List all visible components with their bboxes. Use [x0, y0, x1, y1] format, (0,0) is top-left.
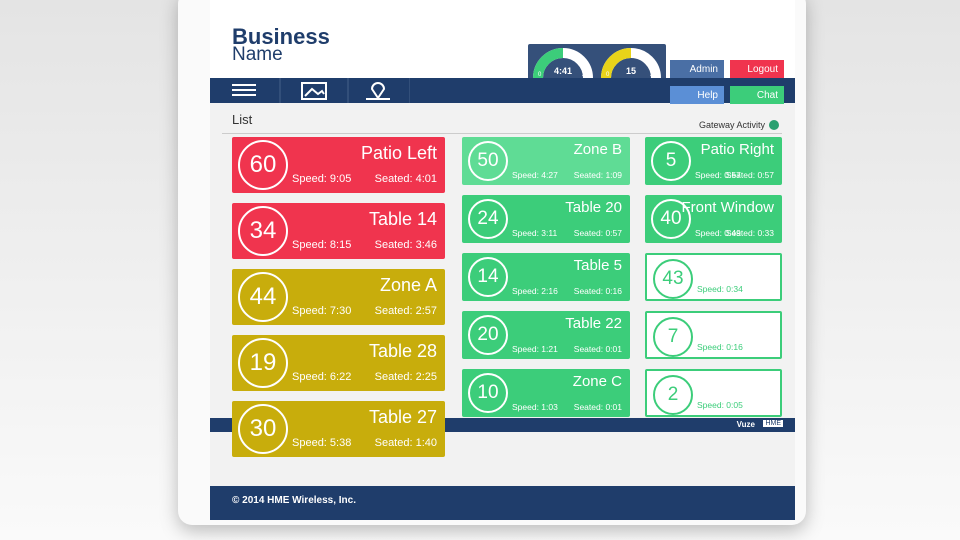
table-number: 60: [238, 140, 288, 190]
gauge-dial: [601, 48, 661, 79]
screen: Business Name 4:41020Today's Avg Speed15…: [210, 0, 795, 520]
table-card[interactable]: 7 Speed: 0:16: [645, 311, 782, 359]
table-name: Patio Left: [360, 143, 437, 163]
table-card[interactable]: 50 Zone B Speed: 4:27 Seated: 1:09: [462, 137, 630, 185]
table-card[interactable]: 19 Table 28 Speed: 6:22 Seated: 2:25: [232, 335, 445, 391]
table-card[interactable]: 34 Table 14 Speed: 8:15 Seated: 3:46: [232, 203, 445, 259]
speed: Speed: 4:27: [512, 170, 558, 180]
speed: Speed: 0:49: [695, 228, 741, 238]
nav-icons: [232, 78, 411, 103]
gauge-value: 15: [625, 66, 636, 76]
speed: Speed: 0:57: [695, 170, 741, 180]
footer: © 2014 HME Wireless, Inc.: [210, 486, 795, 520]
button[interactable]: Logout: [730, 60, 784, 78]
speed: Speed: 2:16: [512, 286, 558, 296]
seated: Seated: 3:46: [374, 239, 437, 251]
table-number: 50: [468, 141, 508, 181]
status-label: Gateway Activity: [698, 120, 765, 130]
seated: Seated: 0:57: [725, 170, 774, 180]
speed: Speed: 0:05: [697, 400, 743, 410]
seated: Seated: 1:09: [573, 170, 622, 180]
table-card[interactable]: 30 Table 27 Speed: 5:38 Seated: 1:40: [232, 401, 445, 457]
gauge-min: 0: [538, 72, 542, 78]
table-card[interactable]: 43 Speed: 0:34: [645, 253, 782, 301]
table-number: 34: [238, 206, 288, 256]
table-number: 19: [238, 338, 288, 388]
seated: Seated: 0:33: [725, 228, 774, 238]
table-name: Table 5: [573, 257, 622, 274]
seated: Seated: 1:40: [374, 437, 437, 449]
speed: Speed: 1:21: [512, 344, 558, 354]
brand-maker: HME: [763, 420, 783, 427]
status-dot: [769, 120, 779, 130]
seated: Seated: 0:01: [573, 402, 622, 412]
button[interactable]: Admin: [670, 60, 724, 78]
table-card[interactable]: 2 Speed: 0:05: [645, 369, 782, 417]
table-number: 10: [468, 373, 508, 413]
speed: Speed: 9:05: [292, 173, 352, 185]
table-number: 5: [651, 141, 691, 181]
table-card[interactable]: 60 Patio Left Speed: 9:05 Seated: 4:01: [232, 137, 445, 193]
speed: Speed: 6:22: [292, 371, 352, 383]
seated: Seated: 0:57: [573, 228, 622, 238]
speed: Speed: 0:34: [697, 284, 743, 294]
speed: Speed: 5:38: [292, 437, 352, 449]
table-name: Zone C: [572, 373, 622, 390]
table-number: 2: [653, 375, 693, 415]
table-number: 43: [653, 259, 693, 299]
table-name: Zone A: [379, 275, 437, 295]
business-subtitle: Name: [232, 44, 283, 65]
table-name: Front Window: [681, 199, 774, 216]
list-label: List: [232, 112, 253, 127]
table-name: Zone B: [573, 141, 622, 158]
table-card[interactable]: 10 Zone C Speed: 1:03 Seated: 0:01: [462, 369, 630, 417]
gauge-dial: [533, 48, 593, 79]
speed: Speed: 7:30: [292, 305, 352, 317]
seated: Seated: 4:01: [374, 173, 437, 185]
table-card[interactable]: 20 Table 22 Speed: 1:21 Seated: 0:01: [462, 311, 630, 359]
seated: Seated: 0:16: [573, 286, 622, 296]
table-number: 14: [468, 257, 508, 297]
button[interactable]: Chat: [730, 86, 784, 104]
gauge-value: 4:41: [553, 66, 572, 76]
speed: Speed: 0:16: [697, 342, 743, 352]
seated: Seated: 2:25: [374, 371, 437, 383]
table-number: 44: [238, 272, 288, 322]
table-name: Table 20: [565, 199, 622, 216]
button[interactable]: Help: [670, 86, 724, 104]
speed: Speed: 3:11: [512, 228, 558, 238]
table-number: 40: [651, 199, 691, 239]
speed: Speed: 1:03: [512, 402, 558, 412]
table-number: 7: [653, 317, 693, 357]
table-card[interactable]: 44 Zone A Speed: 7:30 Seated: 2:57: [232, 269, 445, 325]
footer-text: © 2014 HME Wireless, Inc.: [232, 495, 356, 506]
table-card[interactable]: 24 Table 20 Speed: 3:11 Seated: 0:57: [462, 195, 630, 243]
gauge-max: 20: [582, 72, 589, 78]
gauge-max: 20: [650, 72, 657, 78]
table-card[interactable]: 40 Front Window Speed: 0:49 Seated: 0:33: [645, 195, 782, 243]
gauge-min: 0: [606, 72, 610, 78]
business-title: Business: [232, 24, 330, 49]
table-card[interactable]: 14 Table 5 Speed: 2:16 Seated: 0:16: [462, 253, 630, 301]
table-card[interactable]: 5 Patio Right Speed: 0:57 Seated: 0:57: [645, 137, 782, 185]
brand-product: Vuze: [736, 420, 755, 429]
table-name: Table 28: [368, 341, 437, 361]
divider: [222, 133, 782, 134]
table-number: 30: [238, 404, 288, 454]
seated: Seated: 0:01: [573, 344, 622, 354]
table-number: 20: [468, 315, 508, 355]
table-name: Patio Right: [700, 141, 774, 158]
seated: Seated: 2:57: [374, 305, 437, 317]
table-name: Table 14: [368, 209, 437, 229]
table-name: Table 22: [565, 315, 622, 332]
speed: Speed: 8:15: [292, 239, 352, 251]
table-name: Table 27: [368, 407, 437, 427]
table-number: 24: [468, 199, 508, 239]
